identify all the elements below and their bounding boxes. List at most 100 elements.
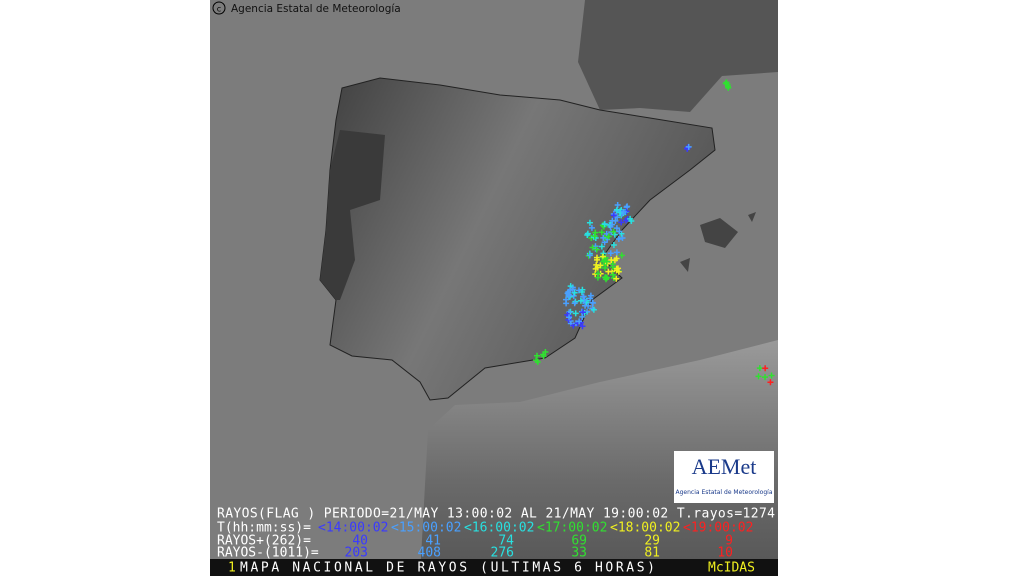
negative-count: 81 — [644, 546, 660, 561]
strike — [603, 258, 610, 265]
strike — [584, 231, 591, 238]
strike — [762, 374, 769, 381]
strike — [571, 300, 578, 307]
portugal — [320, 130, 385, 300]
strike — [767, 379, 774, 386]
strike — [590, 234, 597, 241]
strike — [590, 306, 597, 313]
strike — [578, 289, 585, 296]
strike — [579, 323, 586, 330]
interval-label: <14:00:02 — [318, 521, 388, 536]
copyright-icon — [212, 1, 226, 15]
strike — [589, 244, 596, 251]
strike — [566, 292, 573, 299]
strike — [607, 250, 614, 257]
footer-system: McIDAS — [708, 561, 755, 576]
strike — [598, 243, 605, 250]
strike — [755, 373, 762, 380]
negative-count: 276 — [491, 546, 514, 561]
strike — [576, 318, 583, 325]
strike — [619, 235, 626, 242]
strike — [579, 313, 586, 320]
strike — [613, 255, 620, 262]
lightning-strikes — [533, 79, 775, 386]
strike — [613, 225, 620, 232]
africa — [420, 340, 778, 576]
strike — [534, 358, 541, 365]
interval-label: <16:00:02 — [464, 521, 534, 536]
strike — [615, 235, 622, 242]
legend: RAYOS(FLAG ) PERIODO=21/MAY 13:00:02 AL … — [217, 507, 775, 561]
strike — [579, 309, 586, 316]
strike — [571, 289, 578, 296]
strike — [580, 293, 587, 300]
strike — [611, 231, 618, 238]
negative-count: 10 — [717, 546, 733, 561]
strike — [722, 80, 729, 87]
strike — [610, 212, 617, 219]
strike — [598, 229, 605, 236]
positive-count: 29 — [644, 534, 660, 549]
strike — [566, 314, 573, 321]
strike — [602, 274, 609, 281]
strike — [609, 263, 616, 270]
positive-count: 40 — [352, 534, 368, 549]
strike — [627, 215, 634, 222]
interval-label: <17:00:02 — [537, 521, 607, 536]
strike — [610, 271, 617, 278]
strike — [610, 242, 617, 249]
positive-count: 74 — [498, 534, 514, 549]
strike — [589, 299, 596, 306]
strike — [616, 228, 623, 235]
strike — [597, 262, 604, 269]
strike — [756, 365, 763, 372]
strike — [582, 302, 589, 309]
strike — [685, 143, 692, 150]
strike — [618, 252, 625, 259]
footer-bar — [210, 559, 778, 576]
strike — [610, 228, 617, 235]
strike — [601, 264, 608, 271]
positive-count: 69 — [571, 534, 587, 549]
logo-subtitle: Agencia Estatal de Meteorología — [676, 489, 773, 496]
strike — [613, 267, 620, 274]
negative-label: RAYOS-(1011)= — [217, 546, 319, 561]
strike — [605, 233, 612, 240]
strike — [577, 297, 584, 304]
strike — [581, 296, 588, 303]
strike — [587, 292, 594, 299]
strike — [613, 206, 620, 213]
interval-label: <18:00:02 — [610, 521, 680, 536]
strike — [618, 219, 625, 226]
strike — [595, 270, 602, 277]
strike — [594, 256, 601, 263]
strike — [605, 268, 612, 275]
strike — [762, 365, 769, 372]
strike — [572, 310, 579, 317]
strike — [601, 221, 608, 228]
logo-name: AEMet — [692, 454, 757, 479]
strike — [563, 300, 570, 307]
time-label: T(hh:mm:ss)= — [217, 521, 311, 536]
strike — [623, 217, 630, 224]
france — [578, 0, 778, 112]
strike — [586, 219, 593, 226]
copyright-symbol: c — [217, 5, 221, 14]
strike — [620, 208, 627, 215]
strike — [613, 249, 620, 256]
strike — [586, 252, 593, 259]
negative-count: 408 — [418, 546, 441, 561]
strike — [624, 203, 631, 210]
strike — [768, 372, 775, 379]
balearics — [680, 212, 756, 272]
strike — [613, 275, 620, 282]
footer-index: 1 — [228, 561, 236, 576]
strike — [612, 217, 619, 224]
strike — [609, 221, 616, 228]
negative-count: 33 — [571, 546, 587, 561]
negative-count: 203 — [345, 546, 368, 561]
strike — [540, 351, 547, 358]
strike — [567, 287, 574, 294]
interval-label: <19:00:02 — [683, 521, 753, 536]
